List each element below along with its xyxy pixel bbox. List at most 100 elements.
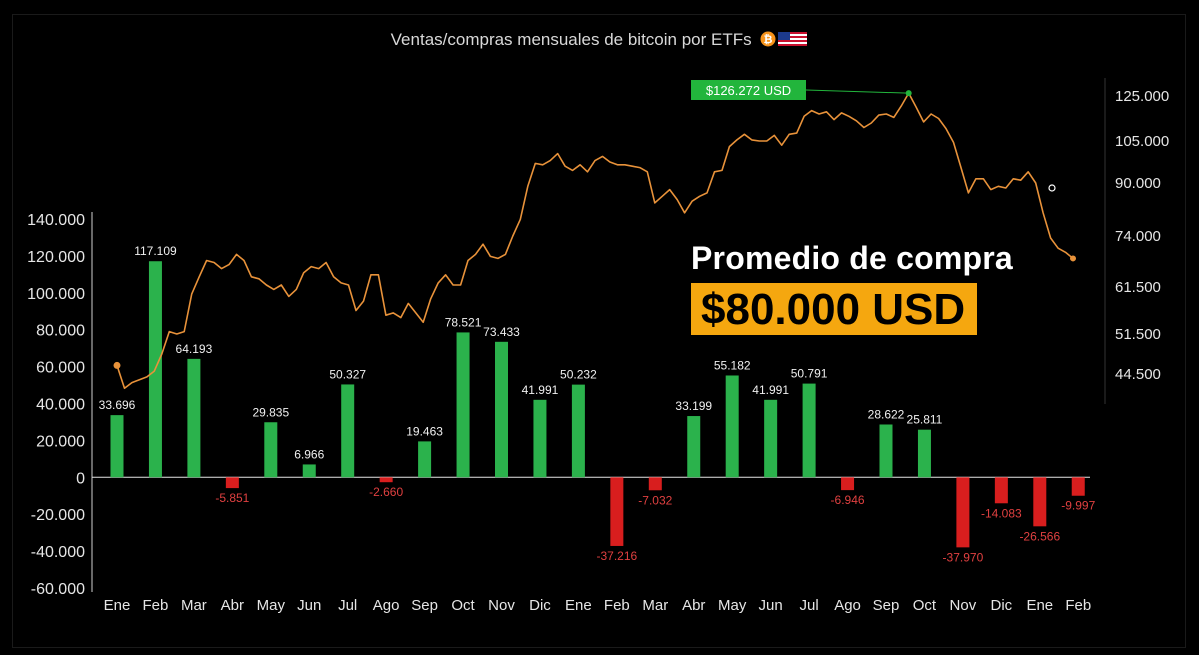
bar-value-label: 19.463: [406, 424, 443, 438]
bar-value-label: -26.566: [1019, 529, 1060, 543]
hollow-marker: [1048, 184, 1056, 192]
chart-title: Ventas/compras mensuales de bitcoin por …: [0, 30, 1199, 50]
left-tick-label: 20.000: [36, 433, 85, 450]
svg-text:₿: ₿: [764, 33, 773, 46]
bar-value-label: 117.109: [134, 244, 177, 258]
bar-value-label: 50.791: [791, 367, 828, 381]
bar-value-label: 64.193: [176, 342, 213, 356]
x-tick-label: Abr: [221, 597, 244, 614]
bar-14: [648, 477, 662, 491]
bar-value-label: 55.182: [714, 358, 751, 372]
bar-0: [110, 415, 124, 478]
x-tick-label: Nov: [488, 597, 515, 614]
bar-value-label: 33.199: [675, 399, 712, 413]
left-tick-label: -60.000: [31, 581, 85, 598]
bar-value-label: -6.946: [831, 493, 865, 507]
price-end-dot: [1070, 255, 1076, 262]
peak-leader-line: [805, 89, 909, 94]
x-tick-label: Feb: [604, 597, 630, 614]
bar-25: [1071, 477, 1085, 496]
bar-16: [725, 375, 739, 478]
bar-value-label: 33.696: [99, 398, 136, 412]
bar-value-label: -7.032: [638, 493, 672, 507]
x-tick-label: Nov: [950, 597, 977, 614]
left-tick-label: -20.000: [31, 507, 85, 524]
x-tick-label: Mar: [642, 597, 668, 614]
bar-value-label: 78.521: [445, 315, 482, 329]
x-tick-label: Jul: [338, 597, 357, 614]
bar-4: [264, 422, 278, 478]
price-start-dot: [113, 361, 121, 369]
right-axis: 125.000 105.000 90.000 74.000 61.500 51.500 44…: [1104, 78, 1169, 404]
x-tick-label: Ene: [104, 597, 131, 614]
bar-13: [610, 477, 624, 546]
bar-value-label: 50.327: [329, 367, 366, 381]
average-purchase-annotation: Promedio de compra $80.000 USD: [691, 240, 1013, 335]
bar-15: [687, 416, 701, 478]
peak-dot: [905, 90, 912, 97]
bar-6: [341, 384, 355, 478]
bar-value-label: -14.083: [981, 506, 1022, 520]
x-tick-label: Jul: [800, 597, 819, 614]
left-tick-label: 140.000: [27, 212, 85, 229]
bar-23: [994, 477, 1008, 504]
peak-label: $126.272 USD: [706, 83, 791, 98]
bar-value-label: 25.811: [907, 413, 943, 427]
average-purchase-amount: $80.000 USD: [691, 283, 978, 335]
x-tick-label: Ene: [1026, 597, 1053, 614]
us-flag-icon: [778, 32, 808, 46]
right-tick-label: 90.000: [1115, 175, 1161, 192]
x-tick-label: Oct: [913, 597, 937, 614]
bar-24: [1033, 477, 1047, 527]
bar-value-label: 29.835: [252, 405, 289, 419]
price-line: [116, 92, 1074, 390]
x-tick-label: Mar: [181, 597, 207, 614]
left-axis: 140.000 120.000 100.000 80.000 60.000 40.000 2…: [27, 212, 1090, 598]
x-tick-label: Ago: [373, 597, 400, 614]
bitcoin-icon: ₿: [760, 31, 776, 47]
left-tick-label: 80.000: [36, 323, 85, 340]
bar-5: [302, 464, 316, 478]
bar-value-label: -2.660: [369, 485, 403, 499]
average-purchase-title: Promedio de compra: [691, 240, 1013, 276]
bar-10: [495, 341, 508, 478]
bar-12: [571, 384, 585, 478]
bar-value-label: 50.232: [560, 368, 597, 382]
bar-20: [879, 424, 893, 478]
x-tick-label: Oct: [451, 597, 475, 614]
x-tick-label: Sep: [873, 597, 900, 614]
bar-value-label: 6.966: [294, 447, 324, 461]
bar-value-label: 28.622: [868, 407, 905, 421]
bar-value-label: 73.433: [483, 325, 520, 339]
x-tick-label: Feb: [143, 597, 169, 614]
x-tick-label: Ago: [834, 597, 861, 614]
bar-19: [841, 477, 855, 491]
x-tick-label: Jun: [297, 597, 321, 614]
left-tick-label: 40.000: [36, 397, 85, 414]
left-tick-label: 100.000: [27, 286, 85, 303]
bar-value-label: -5.851: [215, 491, 249, 505]
right-tick-label: 125.000: [1115, 88, 1169, 105]
x-tick-label: Feb: [1065, 597, 1091, 614]
x-tick-label: Jun: [759, 597, 783, 614]
bar-3: [225, 477, 239, 489]
peak-label-box: [691, 80, 806, 100]
bar-11: [533, 399, 547, 478]
x-tick-label: Dic: [529, 597, 551, 614]
price-line-group: $126.272 USD: [113, 80, 1076, 390]
chart-title-text: Ventas/compras mensuales de bitcoin por …: [390, 30, 752, 49]
bar-8: [418, 441, 432, 478]
left-tick-label: 0: [76, 470, 85, 487]
chart-frame: [12, 14, 1186, 648]
x-tick-label: May: [257, 597, 286, 614]
bar-18: [802, 383, 816, 478]
bar-17: [764, 399, 778, 478]
bar-9: [456, 332, 470, 478]
x-tick-label: Sep: [411, 597, 438, 614]
bar-series: [110, 261, 1085, 548]
bar-7: [379, 477, 393, 483]
x-tick-label: Ene: [565, 597, 592, 614]
bar-2: [187, 358, 201, 478]
x-axis-labels: Ene Feb Mar Abr May Jun Jul Ago Sep Oct Nov Dic Ene F…: [104, 597, 1092, 614]
